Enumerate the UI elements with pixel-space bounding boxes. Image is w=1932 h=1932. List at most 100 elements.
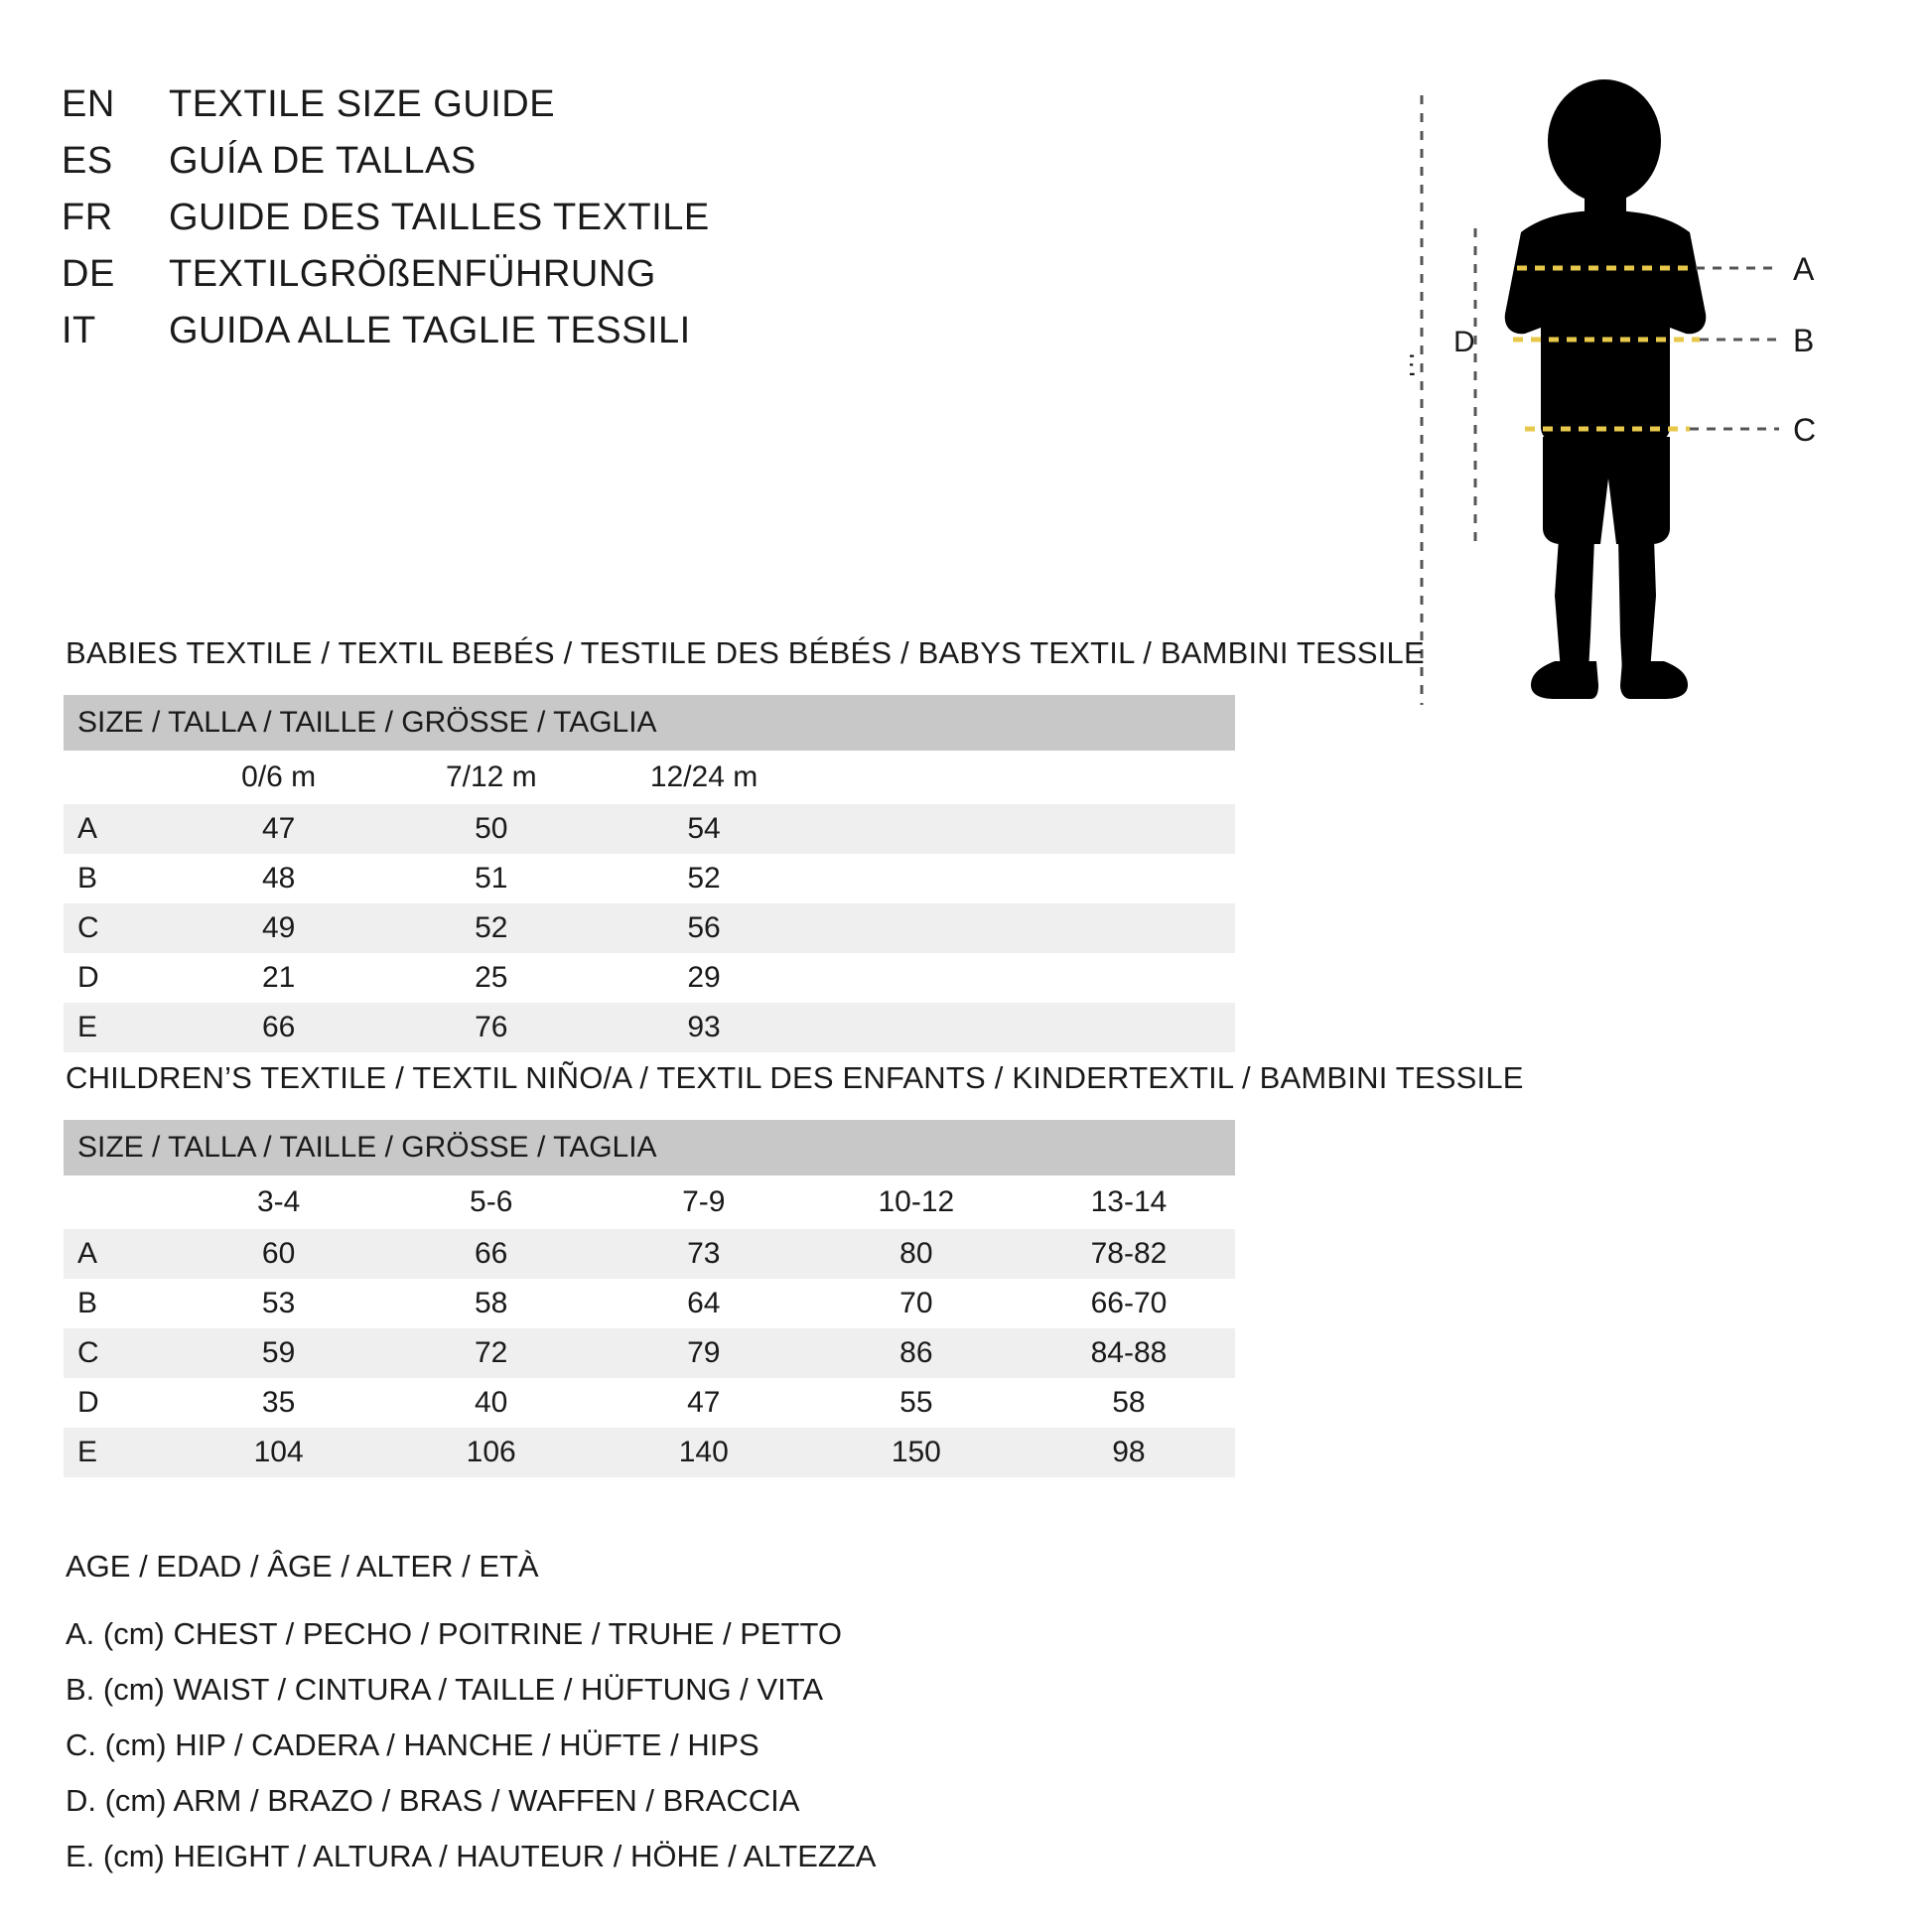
babies-column-header-2: 12/24 m [597, 751, 811, 804]
babies-cell-b-2: 52 [597, 854, 811, 903]
children-row-label-d: D [64, 1378, 173, 1428]
table-row: D 35 40 47 55 58 [64, 1378, 1235, 1428]
babies-section-heading: BABIES TEXTILE / TEXTIL BEBÉS / TESTILE … [66, 635, 1425, 670]
children-cell-b-1: 58 [384, 1279, 598, 1328]
children-cell-e-2: 140 [597, 1428, 810, 1477]
babies-bar-label: SIZE / TALLA / TAILLE / GRÖSSE / TAGLIA [64, 695, 1235, 751]
babies-cell-d-1: 25 [384, 953, 598, 1003]
babies-row-label-e: E [64, 1003, 173, 1052]
legend-line-d: D. (cm) ARM / BRAZO / BRAS / WAFFEN / BR… [66, 1783, 800, 1818]
title-text-it: GUIDA ALLE TAGLIE TESSILI [169, 310, 691, 351]
table-row: C 49 52 56 [64, 903, 1235, 953]
children-cell-b-3: 70 [809, 1279, 1023, 1328]
title-text-en: TEXTILE SIZE GUIDE [169, 83, 556, 125]
figure-label-b: B [1793, 323, 1814, 358]
figure-label-c: C [1793, 412, 1816, 448]
children-header-corner [64, 1175, 173, 1229]
children-table-bar: SIZE / TALLA / TAILLE / GRÖSSE / TAGLIA [64, 1120, 1235, 1175]
children-column-header-4: 13-14 [1022, 1175, 1235, 1229]
children-cell-d-1: 40 [384, 1378, 598, 1428]
children-cell-a-1: 66 [384, 1229, 598, 1279]
title-text-fr: GUIDE DES TAILLES TEXTILE [169, 197, 710, 238]
children-row-label-e: E [64, 1428, 173, 1477]
title-lang-de: DE [62, 253, 115, 295]
babies-row-spacer-c [810, 903, 1235, 953]
legend-line-e: E. (cm) HEIGHT / ALTURA / HAUTEUR / HÖHE… [66, 1839, 877, 1873]
babies-row-spacer-a [810, 804, 1235, 854]
children-bar-label: SIZE / TALLA / TAILLE / GRÖSSE / TAGLIA [64, 1120, 1235, 1175]
babies-cell-c-2: 56 [597, 903, 811, 953]
babies-cell-e-2: 93 [597, 1003, 811, 1052]
children-cell-c-4: 84-88 [1022, 1328, 1235, 1378]
figure-label-a: A [1793, 251, 1815, 287]
title-row-en: EN TEXTILE SIZE GUIDE [62, 83, 955, 140]
babies-column-header-0: 0/6 m [172, 751, 385, 804]
measurement-legend: AGE / EDAD / ÂGE / ALTER / ETÀ A. (cm) C… [66, 1549, 1356, 1884]
legend-line-b: B. (cm) WAIST / CINTURA / TAILLE / HÜFTU… [66, 1672, 824, 1707]
babies-row-label-c: C [64, 903, 173, 953]
children-cell-a-0: 60 [172, 1229, 385, 1279]
children-section-heading: CHILDREN’S TEXTILE / TEXTIL NIÑO/A / TEX… [66, 1060, 1524, 1095]
table-row: A 47 50 54 [64, 804, 1235, 854]
measurement-figure: A B C D E [1410, 79, 1886, 755]
children-cell-e-0: 104 [172, 1428, 385, 1477]
babies-cell-e-0: 66 [172, 1003, 385, 1052]
children-cell-d-3: 55 [809, 1378, 1023, 1428]
children-cell-c-0: 59 [172, 1328, 385, 1378]
children-cell-d-0: 35 [172, 1378, 385, 1428]
children-column-header-0: 3-4 [172, 1175, 385, 1229]
children-column-header-3: 10-12 [809, 1175, 1023, 1229]
children-cell-b-0: 53 [172, 1279, 385, 1328]
children-cell-e-3: 150 [809, 1428, 1023, 1477]
children-column-header-1: 5-6 [384, 1175, 598, 1229]
babies-table-header: 0/6 m 7/12 m 12/24 m [64, 751, 1235, 804]
table-row: A 60 66 73 80 78-82 [64, 1229, 1235, 1279]
title-row-fr: FR GUIDE DES TAILLES TEXTILE [62, 197, 955, 253]
title-lang-it: IT [62, 310, 96, 351]
title-lang-en: EN [62, 83, 115, 125]
babies-cell-a-1: 50 [384, 804, 598, 854]
children-table-header: 3-4 5-6 7-9 10-12 13-14 [64, 1175, 1235, 1229]
babies-column-header-1: 7/12 m [384, 751, 598, 804]
title-text-de: TEXTILGRÖßENFÜHRUNG [169, 253, 656, 295]
babies-row-label-a: A [64, 804, 173, 854]
children-cell-a-2: 73 [597, 1229, 810, 1279]
children-cell-c-2: 79 [597, 1328, 810, 1378]
children-row-label-a: A [64, 1229, 173, 1279]
babies-cell-c-1: 52 [384, 903, 598, 953]
children-column-header-2: 7-9 [597, 1175, 810, 1229]
children-row-label-b: B [64, 1279, 173, 1328]
babies-header-corner [64, 751, 173, 804]
children-cell-b-2: 64 [597, 1279, 810, 1328]
babies-cell-c-0: 49 [172, 903, 385, 953]
table-row: B 48 51 52 [64, 854, 1235, 903]
babies-header-spacer [810, 751, 1235, 804]
babies-row-spacer-e [810, 1003, 1235, 1052]
children-cell-e-1: 106 [384, 1428, 598, 1477]
title-block: EN TEXTILE SIZE GUIDE ES GUÍA DE TALLAS … [62, 83, 955, 366]
babies-row-spacer-d [810, 953, 1235, 1003]
title-lang-es: ES [62, 140, 113, 182]
figure-label-e: E [1410, 349, 1416, 382]
babies-size-table: SIZE / TALLA / TAILLE / GRÖSSE / TAGLIA … [64, 695, 1235, 1052]
children-cell-c-1: 72 [384, 1328, 598, 1378]
title-row-de: DE TEXTILGRÖßENFÜHRUNG [62, 253, 955, 310]
babies-cell-d-2: 29 [597, 953, 811, 1003]
babies-table-bar: SIZE / TALLA / TAILLE / GRÖSSE / TAGLIA [64, 695, 1235, 751]
babies-cell-a-2: 54 [597, 804, 811, 854]
title-lang-fr: FR [62, 197, 113, 238]
children-size-table: SIZE / TALLA / TAILLE / GRÖSSE / TAGLIA … [64, 1120, 1235, 1477]
figure-label-d: D [1453, 326, 1475, 358]
babies-cell-a-0: 47 [172, 804, 385, 854]
legend-title: AGE / EDAD / ÂGE / ALTER / ETÀ [66, 1549, 539, 1584]
table-row: D 21 25 29 [64, 953, 1235, 1003]
babies-cell-d-0: 21 [172, 953, 385, 1003]
children-cell-a-3: 80 [809, 1229, 1023, 1279]
legend-line-c: C. (cm) HIP / CADERA / HANCHE / HÜFTE / … [66, 1727, 759, 1762]
children-cell-b-4: 66-70 [1022, 1279, 1235, 1328]
babies-row-spacer-b [810, 854, 1235, 903]
title-row-es: ES GUÍA DE TALLAS [62, 140, 955, 197]
children-row-label-c: C [64, 1328, 173, 1378]
table-row: C 59 72 79 86 84-88 [64, 1328, 1235, 1378]
